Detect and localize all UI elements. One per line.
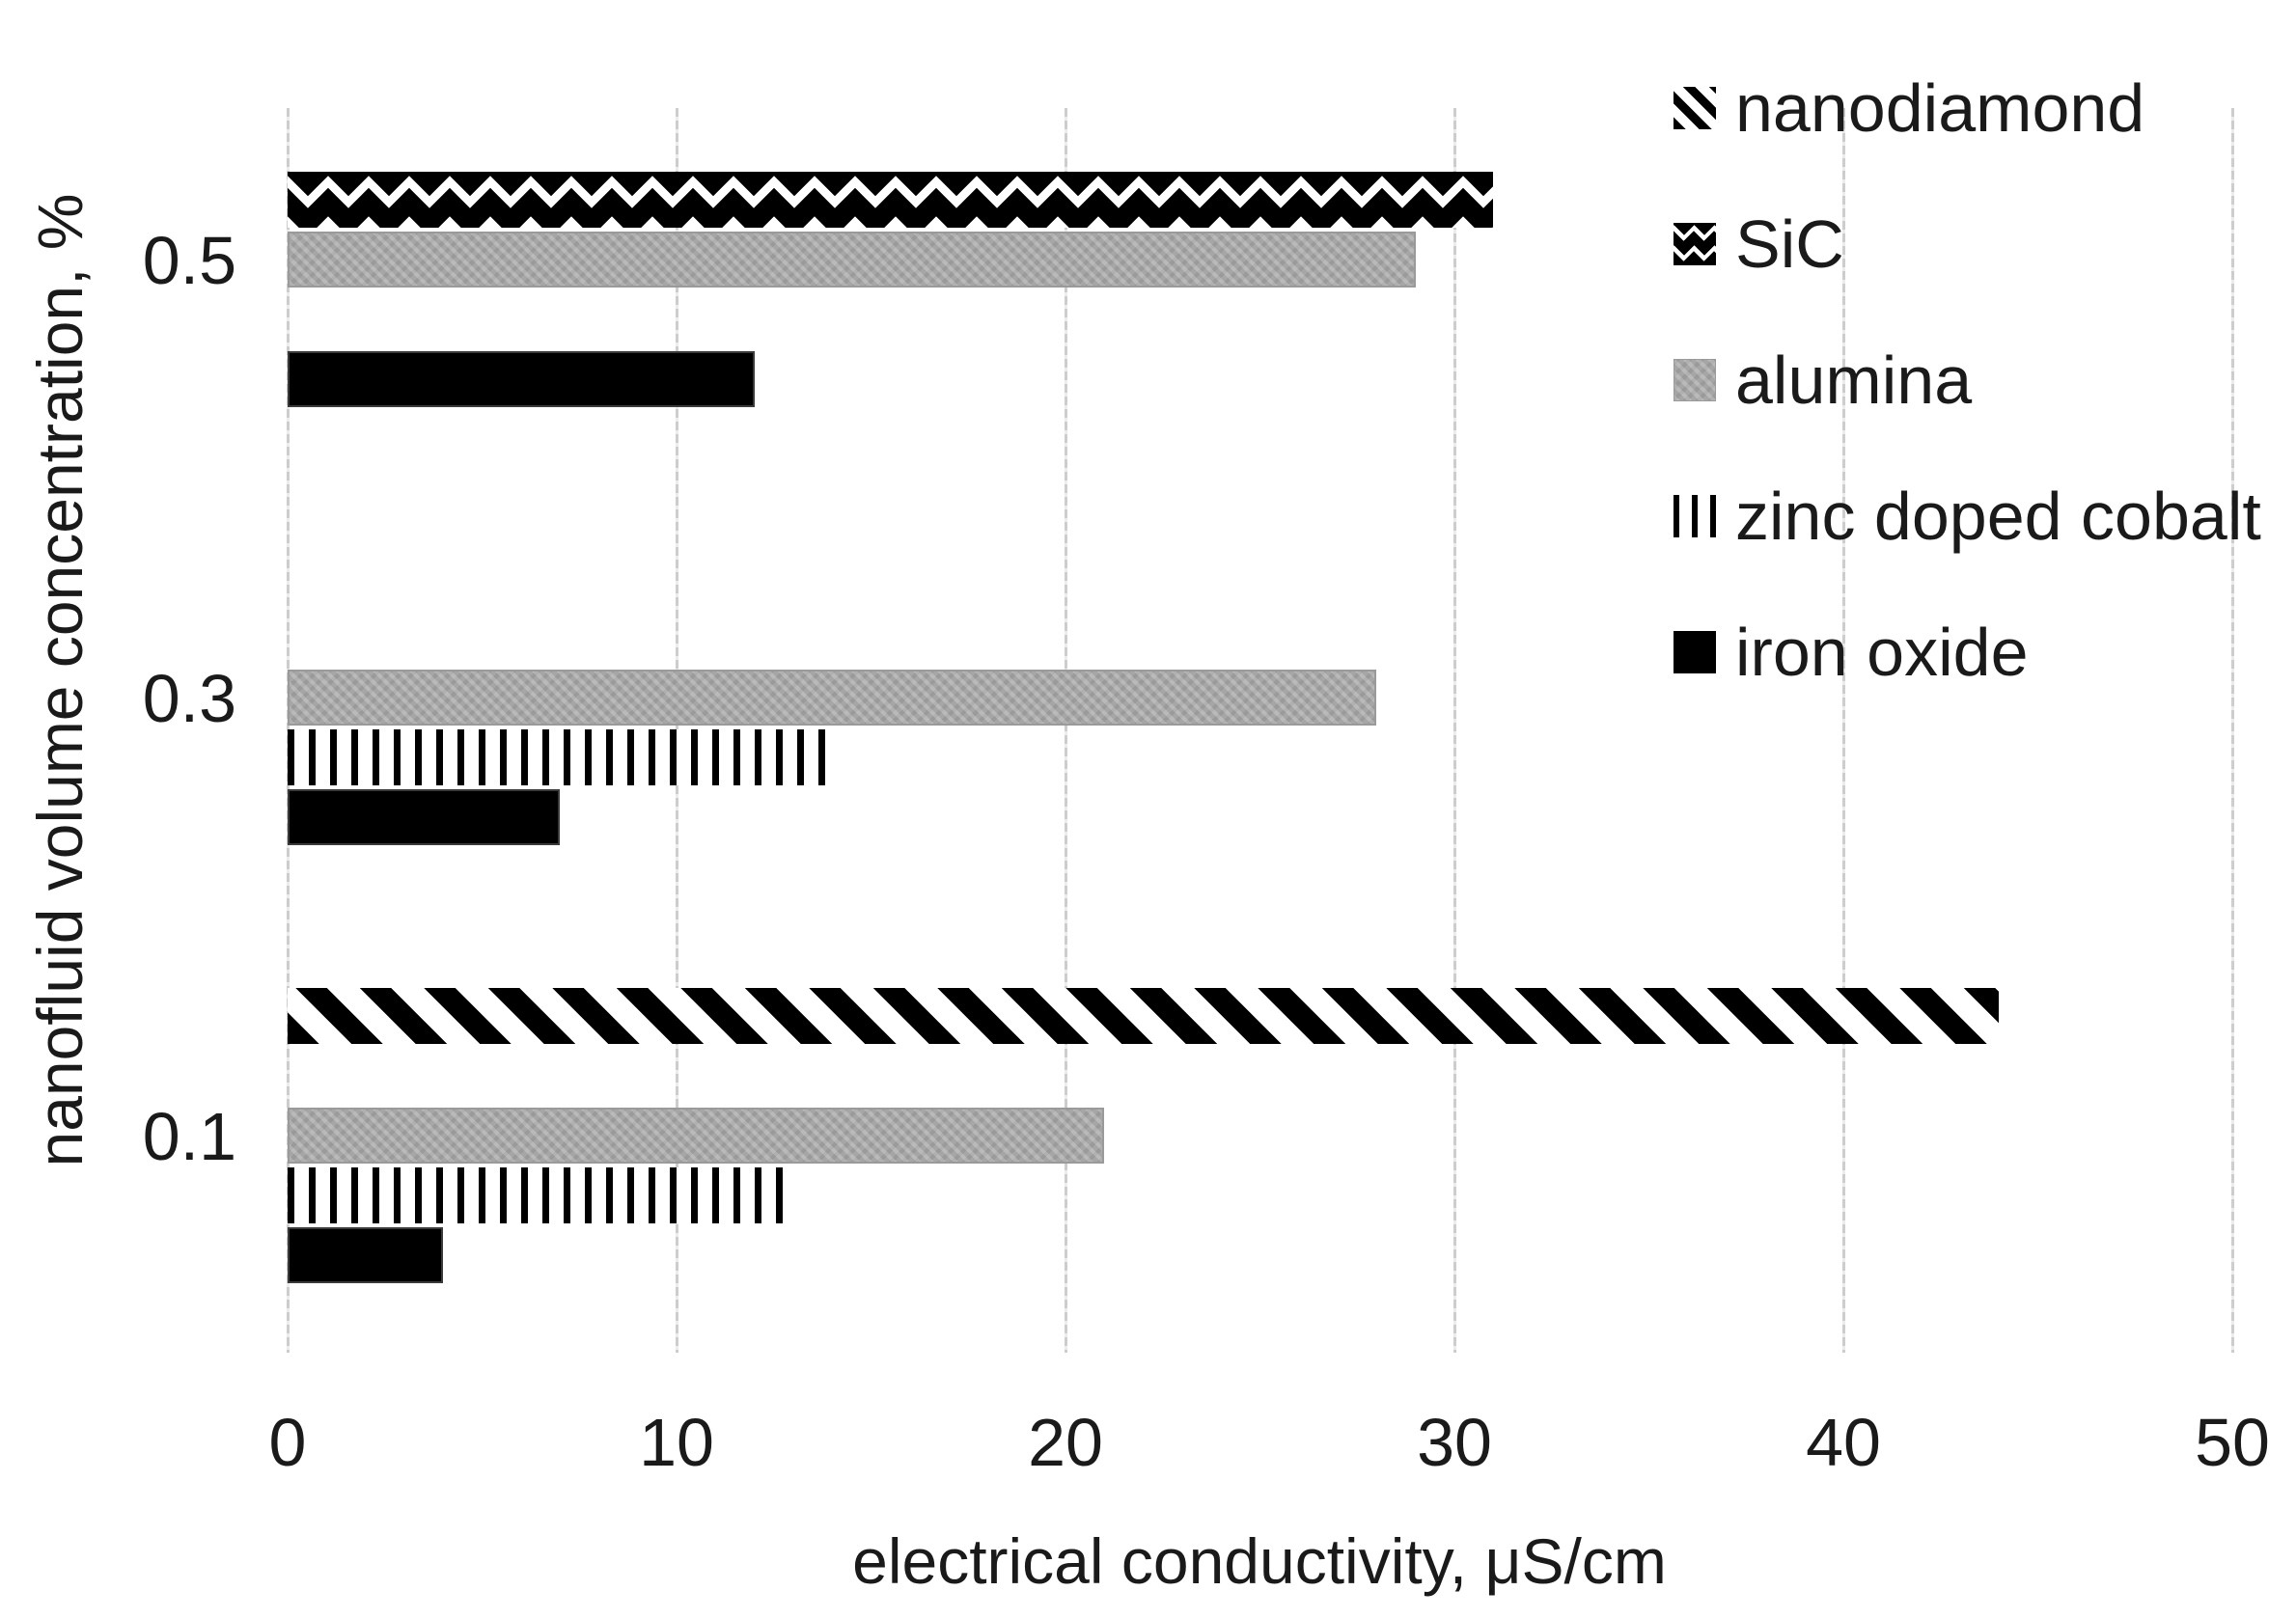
legend-item-zinc-doped-cobalt: zinc doped cobalt: [1674, 476, 2291, 557]
x-tick-label-40: 40: [1806, 1405, 1881, 1480]
gridline-50: [2231, 108, 2234, 1353]
legend-swatch-zinc-doped-cobalt-icon: [1674, 495, 1716, 537]
legend-swatch-sic-icon: [1674, 223, 1716, 265]
y-tick-label-0.5: 0.5: [142, 223, 236, 298]
legend-item-iron-oxide: iron oxide: [1674, 612, 2291, 693]
bar-sic-0.5: [288, 172, 1493, 228]
bar-alumina-0.1: [288, 1108, 1104, 1164]
legend-swatch-iron-oxide-icon: [1674, 631, 1716, 673]
x-tick-label-10: 10: [639, 1405, 714, 1480]
bar-alumina-0.5: [288, 232, 1416, 288]
legend-label-sic: SiC: [1735, 206, 1844, 282]
bar-nanodiamond-0.1: [288, 988, 1999, 1044]
legend-item-sic: SiC: [1674, 204, 2291, 285]
legend-label-nanodiamond: nanodiamond: [1735, 70, 2145, 146]
gridline-30: [1453, 108, 1456, 1353]
bar-iron-oxide-0.3: [288, 789, 560, 845]
x-tick-label-0: 0: [268, 1405, 307, 1480]
x-tick-label-30: 30: [1417, 1405, 1492, 1480]
x-tick-label-20: 20: [1028, 1405, 1103, 1480]
legend-item-nanodiamond: nanodiamond: [1674, 68, 2291, 149]
legend-label-zinc-doped-cobalt: zinc doped cobalt: [1735, 479, 2261, 554]
bar-iron-oxide-0.5: [288, 351, 755, 407]
x-tick-label-50: 50: [2195, 1405, 2270, 1480]
bar-zinc-doped-cobalt-0.1: [288, 1167, 793, 1223]
legend-swatch-alumina-icon: [1674, 359, 1716, 401]
legend-item-alumina: alumina: [1674, 340, 2291, 421]
x-axis-title: electrical conductivity, μS/cm: [852, 1525, 1667, 1597]
y-tick-label-0.3: 0.3: [142, 661, 236, 736]
gridline-40: [1842, 108, 1845, 1353]
legend-label-alumina: alumina: [1735, 343, 1973, 418]
bar-iron-oxide-0.1: [288, 1227, 443, 1283]
y-axis-title: nanofluid volume concentration, %: [24, 193, 96, 1167]
legend-swatch-nanodiamond-icon: [1674, 87, 1716, 129]
gridline-20: [1065, 108, 1067, 1353]
legend-label-iron-oxide: iron oxide: [1735, 615, 2029, 690]
bar-alumina-0.3: [288, 670, 1376, 726]
y-tick-label-0.1: 0.1: [142, 1099, 236, 1174]
bar-zinc-doped-cobalt-0.3: [288, 729, 832, 785]
